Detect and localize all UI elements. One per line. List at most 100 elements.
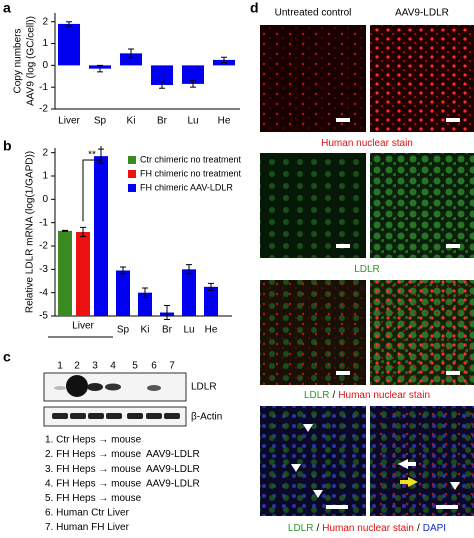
legend-label: Ctr chimeric no treatment (140, 154, 242, 164)
blot-legend-item: 4. FH Heps → mouse (45, 478, 142, 489)
error-bar (62, 229, 68, 232)
bar (151, 65, 173, 85)
y-tick-label: -1 (39, 217, 48, 228)
y-tick-label: 2 (42, 16, 48, 27)
error-bar (190, 80, 196, 88)
error-bar (128, 48, 134, 59)
bar (138, 292, 152, 316)
error-bar (66, 21, 72, 27)
legend-label: FH chimeric no treatment (140, 168, 242, 178)
y-tick-label: 2 (42, 147, 48, 158)
x-tick-label: Ki (127, 116, 136, 127)
lane-number: 7 (169, 361, 175, 372)
lane-number: 2 (74, 361, 80, 372)
bar (94, 156, 108, 316)
y-tick-label: 1 (42, 171, 48, 182)
y-tick-label: -2 (39, 104, 48, 115)
row-caption: LDLR / Human nuclear stain (304, 390, 430, 401)
x-tick-label: Ki (141, 325, 150, 336)
caption-part: Human nuclear stain (321, 138, 413, 149)
column-title: Untreated control (275, 8, 352, 19)
blot-legend-item: 5. FH Heps → mouse (45, 493, 142, 504)
caption-part: / (316, 523, 319, 534)
western-blot (43, 372, 187, 427)
blot-legend-item: 2. FH Heps → mouse (45, 449, 142, 460)
bar (120, 53, 142, 66)
caption-part: / (417, 523, 420, 534)
blot-legend-item: 3. FH Heps → mouse (45, 464, 142, 475)
y-tick-label: 0 (42, 60, 48, 71)
panel-label: d (250, 0, 259, 16)
blot-row-label: LDLR (191, 382, 217, 393)
blot-legend-vector: AAV9-LDLR (146, 464, 200, 475)
error-bar (186, 264, 192, 275)
bar (182, 269, 196, 316)
blot-legend-vector: AAV9-LDLR (146, 449, 200, 460)
bar (58, 230, 72, 316)
blot-legend-vector: AAV9-LDLR (146, 478, 200, 489)
error-bar (164, 305, 170, 320)
y-tick-label: -2 (39, 241, 48, 252)
error-bar (120, 266, 126, 275)
blot-legend-item: 6. Human Ctr Liver (45, 508, 130, 519)
row-caption: Human nuclear stain (321, 138, 413, 149)
error-bar (97, 64, 103, 73)
legend-label: FH chimeric AAV-LDLR (140, 182, 233, 192)
legend-swatch (128, 170, 136, 178)
blot-legend-item: 7. Human FH Liver (45, 522, 130, 533)
panel-label: c (3, 349, 11, 365)
x-tick-label: He (205, 325, 218, 336)
y-tick-label: 0 (42, 194, 48, 205)
caption-part: LDLR (288, 523, 314, 534)
legend-swatch (128, 184, 136, 192)
y-tick-label: -3 (39, 264, 48, 275)
lane-number: 5 (132, 361, 138, 372)
y-tick-label: 1 (42, 38, 48, 49)
row-caption: LDLR / Human nuclear stain / DAPI (288, 523, 446, 534)
bar (204, 286, 218, 316)
micrograph-grid (260, 25, 474, 516)
row-caption: LDLR (354, 264, 380, 275)
y-axis-label: AAV9 (log (GC/cell)) (26, 16, 37, 106)
caption-part: LDLR (304, 390, 330, 401)
significance-bracket (82, 146, 102, 222)
blot-legend-item: 1. Ctr Heps → mouse (45, 435, 142, 446)
x-tick-label: Sp (117, 325, 130, 336)
bar (116, 270, 130, 316)
error-bar (221, 56, 227, 64)
error-bar (80, 226, 86, 238)
x-tick-label: Liver (58, 116, 80, 127)
lane-number: 3 (92, 361, 98, 372)
x-tick-label: Br (162, 325, 173, 336)
y-tick-label: -5 (39, 311, 48, 322)
panel-label: a (3, 0, 11, 16)
legend-swatch (128, 156, 136, 164)
lane-number: 1 (57, 361, 63, 372)
bar (182, 65, 204, 84)
y-axis-label: Copy numbers (13, 28, 24, 93)
x-tick-label: Br (157, 116, 168, 127)
caption-part: Human nuclear stain (338, 390, 430, 401)
y-tick-label: -1 (39, 82, 48, 93)
lane-number: 6 (151, 361, 157, 372)
x-tick-label: He (218, 116, 231, 127)
caption-part: LDLR (354, 264, 380, 275)
x-tick-label: Liver (72, 321, 94, 332)
blot-row-label: β-Actin (191, 412, 222, 423)
caption-part: DAPI (423, 523, 446, 534)
column-title: AAV9-LDLR (395, 8, 449, 19)
error-bar (142, 287, 148, 298)
lane-number: 4 (110, 361, 116, 372)
x-tick-label: Sp (94, 116, 107, 127)
y-tick-label: -4 (39, 287, 48, 298)
x-tick-label: Lu (187, 116, 198, 127)
y-axis-label: Relative LDLR mRNA (log(1/GAPD)) (25, 151, 36, 313)
bar (58, 23, 80, 66)
bar (76, 232, 90, 316)
x-tick-label: Lu (183, 325, 194, 336)
significance-label: ** (88, 150, 96, 161)
error-bar (208, 282, 214, 291)
panel-label: b (3, 138, 12, 154)
error-bar (159, 81, 165, 89)
